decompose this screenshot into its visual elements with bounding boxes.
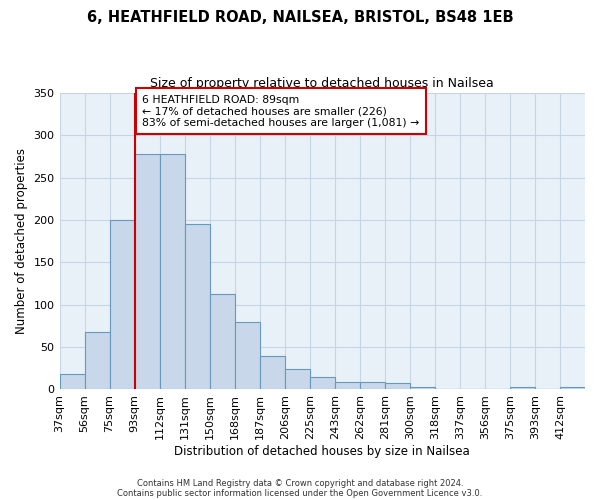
Bar: [310, 377, 335, 389]
Bar: [285, 369, 310, 389]
Bar: [160, 154, 185, 389]
Text: 6 HEATHFIELD ROAD: 89sqm
← 17% of detached houses are smaller (226)
83% of semi-: 6 HEATHFIELD ROAD: 89sqm ← 17% of detach…: [142, 94, 419, 128]
Text: Contains public sector information licensed under the Open Government Licence v3: Contains public sector information licen…: [118, 488, 482, 498]
Text: 6, HEATHFIELD ROAD, NAILSEA, BRISTOL, BS48 1EB: 6, HEATHFIELD ROAD, NAILSEA, BRISTOL, BS…: [86, 10, 514, 25]
Bar: [59, 374, 85, 389]
Y-axis label: Number of detached properties: Number of detached properties: [15, 148, 28, 334]
Bar: [260, 356, 285, 389]
Text: Contains HM Land Registry data © Crown copyright and database right 2024.: Contains HM Land Registry data © Crown c…: [137, 478, 463, 488]
Bar: [185, 224, 209, 389]
Bar: [85, 332, 110, 389]
Bar: [134, 154, 160, 389]
Bar: [385, 383, 410, 389]
Bar: [209, 294, 235, 389]
Bar: [235, 322, 260, 389]
Bar: [560, 388, 585, 389]
Bar: [110, 220, 134, 389]
X-axis label: Distribution of detached houses by size in Nailsea: Distribution of detached houses by size …: [175, 444, 470, 458]
Bar: [410, 388, 435, 389]
Bar: [510, 388, 535, 389]
Title: Size of property relative to detached houses in Nailsea: Size of property relative to detached ho…: [151, 78, 494, 90]
Bar: [360, 382, 385, 389]
Bar: [335, 382, 360, 389]
